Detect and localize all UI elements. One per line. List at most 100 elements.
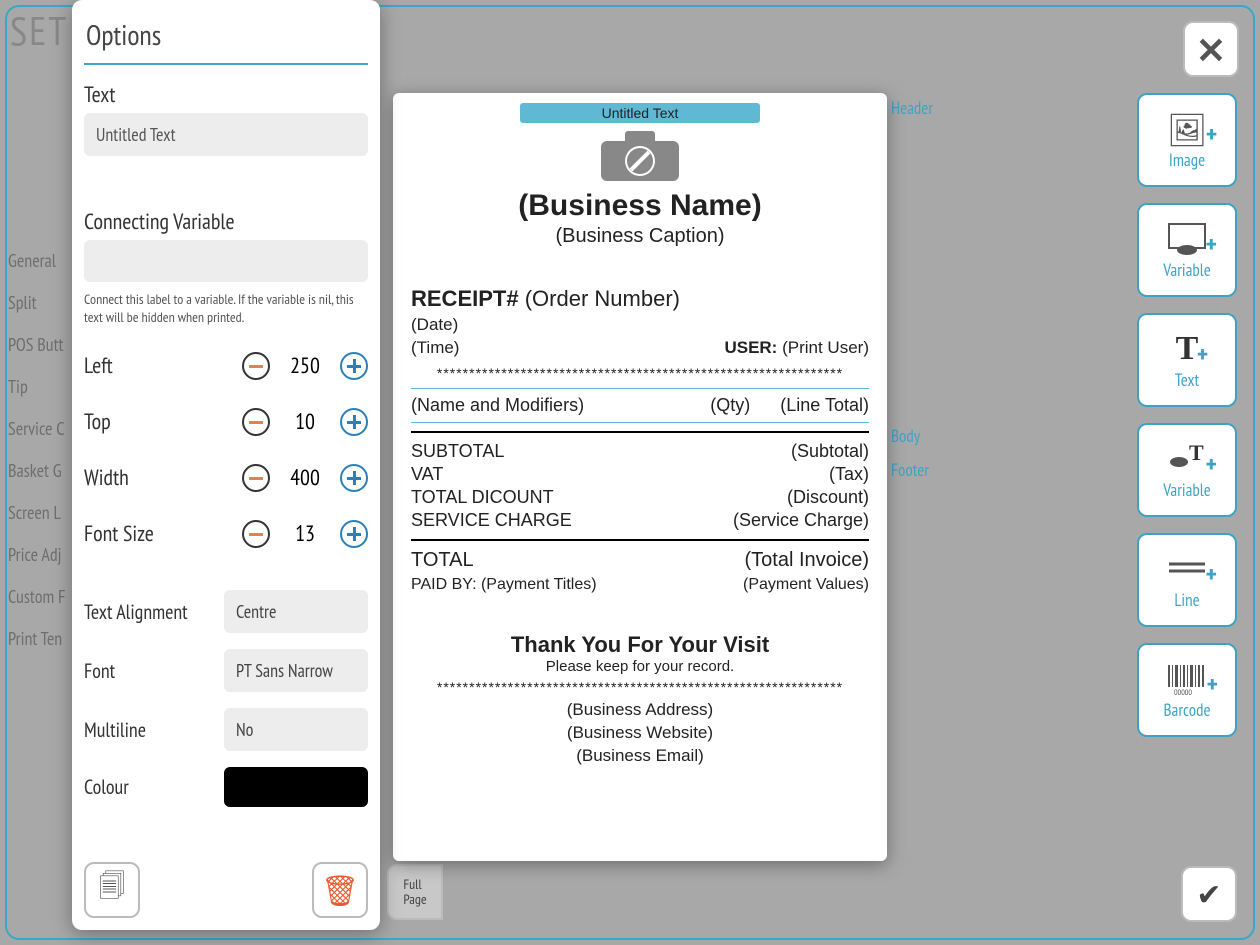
business-caption: (Business Caption) (411, 225, 869, 248)
text-label: Text (84, 81, 368, 109)
font-select[interactable]: PT Sans Narrow (224, 649, 368, 692)
tool-label: Image (1169, 149, 1205, 171)
order-number: (Order Number) (525, 286, 680, 311)
divider (84, 63, 368, 65)
service-label: SERVICE CHARGE (411, 510, 572, 531)
close-button[interactable]: ✕ (1183, 21, 1239, 77)
tool-label: Variable (1163, 479, 1210, 501)
variable2-icon: T + (1167, 439, 1207, 479)
keep-text: Please keep for your record. (411, 658, 869, 675)
fullpage-button[interactable]: FullPage (387, 864, 443, 920)
paidby-label: PAID BY: (411, 576, 477, 593)
trash-icon: 🗑 (321, 871, 359, 910)
section-label-body: Body (891, 425, 920, 447)
close-icon: ✕ (1196, 26, 1226, 73)
align-select[interactable]: Centre (224, 590, 368, 633)
line-icon: + (1167, 549, 1207, 589)
width-value: 400 (280, 464, 330, 492)
top-label: Top (84, 408, 242, 436)
multiline-select[interactable]: No (224, 708, 368, 751)
fontsize-value: 13 (280, 520, 330, 548)
left-value: 250 (280, 352, 330, 380)
tool-label: Text (1175, 369, 1199, 391)
fontsize-increment-button[interactable] (340, 520, 368, 548)
selected-element-chip[interactable]: Untitled Text (520, 103, 760, 123)
multiline-label: Multiline (84, 717, 224, 743)
delete-button[interactable]: 🗑 (312, 862, 368, 918)
width-increment-button[interactable] (340, 464, 368, 492)
left-decrement-button[interactable] (242, 352, 270, 380)
business-website: (Business Website) (411, 722, 869, 745)
time-field: (Time) (411, 337, 459, 360)
vat-label: VAT (411, 464, 443, 485)
discount-label: TOTAL DICOUNT (411, 487, 554, 508)
top-increment-button[interactable] (340, 408, 368, 436)
left-increment-button[interactable] (340, 352, 368, 380)
divider (411, 539, 869, 541)
tool-variable-button[interactable]: + Variable (1137, 203, 1237, 297)
text-input[interactable]: Untitled Text (84, 113, 368, 156)
text-icon: T+ (1176, 329, 1199, 369)
variable-icon: + (1167, 219, 1207, 259)
barcode-icon: 00000 + (1166, 659, 1208, 699)
duplicate-button[interactable]: 🗐 (84, 862, 140, 918)
connvar-label: Connecting Variable (84, 208, 368, 236)
fontsize-label: Font Size (84, 520, 242, 548)
image-icon: 🖼+ (1167, 109, 1208, 149)
vat-value: (Tax) (829, 464, 869, 485)
align-label: Text Alignment (84, 599, 224, 625)
tool-line-button[interactable]: + Line (1137, 533, 1237, 627)
paidby-titles: (Payment Titles) (481, 576, 597, 593)
duplicate-icon: 🗐 (99, 868, 125, 912)
subtotal-value: (Subtotal) (791, 441, 869, 462)
width-label: Width (84, 464, 242, 492)
service-value: (Service Charge) (733, 510, 869, 531)
divider-stars: ****************************************… (411, 679, 869, 695)
date-field: (Date) (411, 314, 869, 337)
receipt-label: RECEIPT# (411, 286, 519, 311)
top-decrement-button[interactable] (242, 408, 270, 436)
tool-label: Variable (1163, 259, 1210, 281)
user-value: (Print User) (782, 338, 869, 357)
apply-button[interactable]: ✔ (1181, 866, 1237, 922)
fontsize-decrement-button[interactable] (242, 520, 270, 548)
totals-block: SUBTOTAL (Subtotal) VAT (Tax) TOTAL DICOUN… (411, 441, 869, 531)
total-label: TOTAL (411, 549, 474, 572)
connvar-input[interactable] (84, 240, 368, 282)
body-name: (Name and Modifiers) (411, 395, 584, 416)
divider-stars: ****************************************… (411, 364, 869, 383)
svg-text:00000: 00000 (1174, 688, 1192, 695)
left-label: Left (84, 352, 242, 380)
camera-icon (595, 127, 685, 185)
tool-text-button[interactable]: T+ Text (1137, 313, 1237, 407)
business-address: (Business Address) (411, 699, 869, 722)
business-email: (Business Email) (411, 745, 869, 768)
paidby-values: (Payment Values) (743, 576, 869, 594)
body-total: (Line Total) (780, 395, 869, 416)
colour-swatch[interactable] (224, 767, 368, 807)
discount-value: (Discount) (787, 487, 869, 508)
section-divider (411, 388, 869, 389)
tool-variable2-button[interactable]: T + Variable (1137, 423, 1237, 517)
options-panel: Options Text Untitled Text Connecting Va… (72, 0, 380, 930)
options-title: Options (84, 10, 368, 63)
colour-label: Colour (84, 774, 224, 800)
tool-label: Line (1174, 589, 1199, 611)
svg-text:T: T (1189, 442, 1204, 465)
tool-label: Barcode (1164, 699, 1211, 721)
section-divider (411, 422, 869, 423)
tool-image-button[interactable]: 🖼+ Image (1137, 93, 1237, 187)
font-label: Font (84, 658, 224, 684)
connvar-help: Connect this label to a variable. If the… (84, 290, 368, 326)
business-name: (Business Name) (411, 189, 869, 223)
receipt-preview[interactable]: Untitled Text (Business Name) (Business … (393, 93, 887, 861)
tool-barcode-button[interactable]: 00000 + Barcode (1137, 643, 1237, 737)
total-value: (Total Invoice) (745, 549, 870, 572)
divider (411, 431, 869, 433)
top-value: 10 (280, 408, 330, 436)
thankyou-text: Thank You For Your Visit (411, 632, 869, 658)
subtotal-label: SUBTOTAL (411, 441, 504, 462)
body-qty: (Qty) (710, 395, 750, 416)
section-label-header: Header (891, 97, 933, 119)
width-decrement-button[interactable] (242, 464, 270, 492)
